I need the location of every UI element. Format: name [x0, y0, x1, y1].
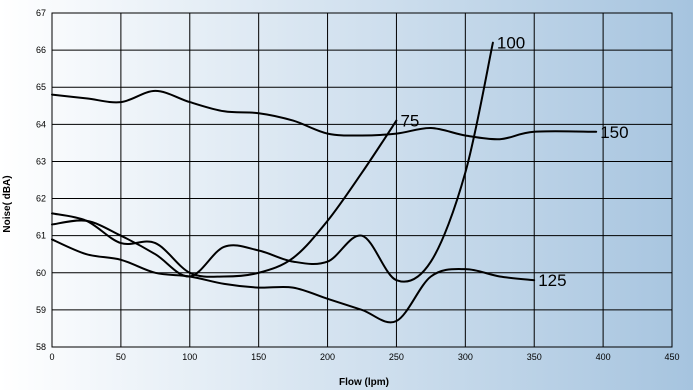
grid-lines: [51, 12, 673, 348]
series-line-100: [51, 41, 494, 283]
x-tick-label: 300: [458, 352, 473, 362]
x-tick-label: 150: [251, 352, 266, 362]
series-label-100: 100: [497, 34, 525, 53]
series-label-125: 125: [538, 271, 566, 290]
y-tick-label: 67: [36, 8, 46, 18]
x-tick-label: 100: [182, 352, 197, 362]
series-label-75: 75: [400, 112, 419, 131]
y-tick-label: 65: [36, 82, 46, 92]
y-tick-label: 62: [36, 194, 46, 204]
x-tick-label: 200: [320, 352, 335, 362]
x-tick-label: 250: [389, 352, 404, 362]
plot-frame: [51, 12, 673, 348]
y-tick-label: 58: [36, 342, 46, 352]
x-axis-title: Flow (lpm): [339, 377, 389, 388]
y-tick-label: 59: [36, 305, 46, 315]
series-line-125: [51, 238, 536, 324]
series-line-75: [51, 119, 398, 278]
y-axis-title: Noise( dBA): [2, 175, 13, 232]
series-lines: [51, 41, 598, 324]
x-tick-label: 400: [596, 352, 611, 362]
tick-labels: 0 50 100 150 200 250 300 350 400 450 58 59 60 61 62 63 6…: [36, 8, 680, 362]
series-label-150: 150: [600, 123, 628, 142]
series-line-150: [51, 89, 598, 141]
y-tick-label: 61: [36, 231, 46, 241]
y-tick-label: 66: [36, 45, 46, 55]
x-tick-label: 0: [49, 352, 54, 362]
x-tick-label: 450: [664, 352, 679, 362]
y-tick-label: 63: [36, 156, 46, 166]
x-tick-label: 50: [116, 352, 126, 362]
y-tick-label: 60: [36, 268, 46, 278]
x-tick-label: 350: [527, 352, 542, 362]
y-tick-label: 64: [36, 119, 46, 129]
series-labels: 75 100 125 150: [400, 34, 628, 291]
